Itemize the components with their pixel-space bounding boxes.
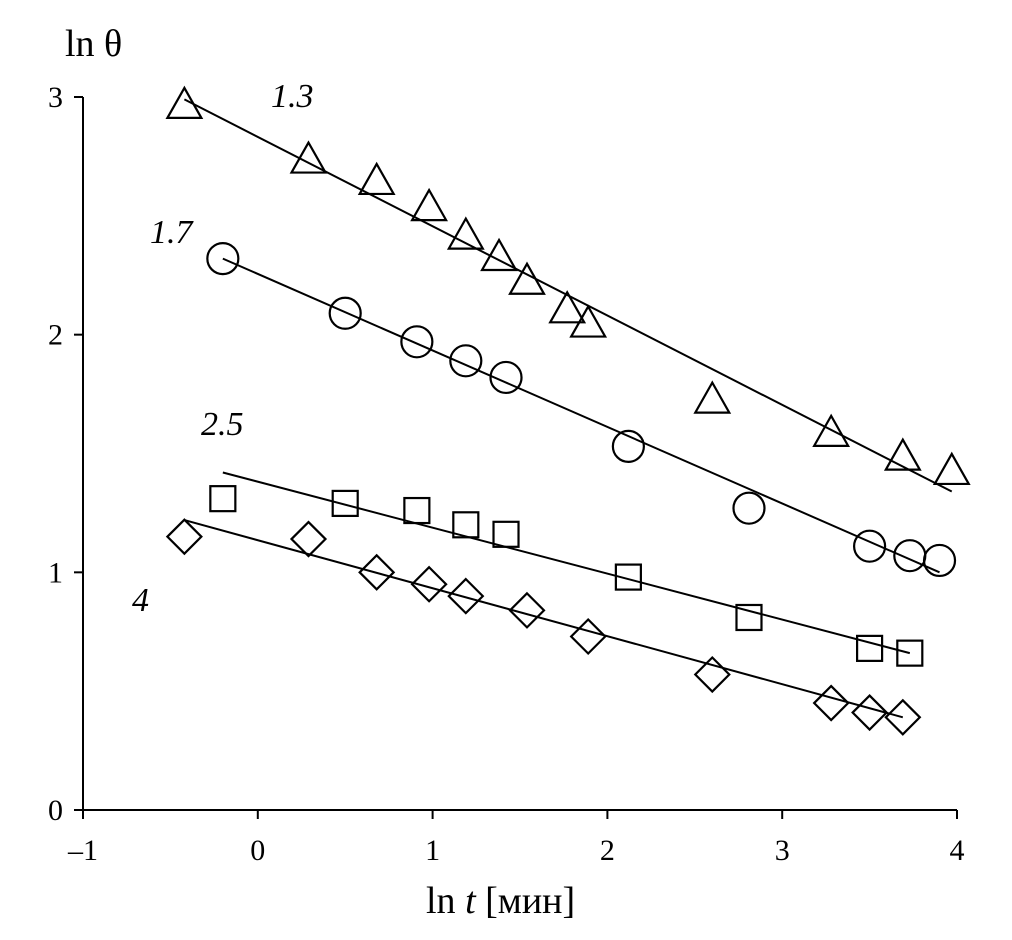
diamond-marker bbox=[410, 565, 448, 603]
x-tick-label: 1 bbox=[425, 834, 440, 867]
circle-marker bbox=[922, 543, 957, 578]
y-axis-title: ln θ bbox=[65, 23, 122, 65]
y-tick-label: 0 bbox=[48, 794, 63, 827]
circle-marker bbox=[732, 491, 766, 525]
circle-marker bbox=[400, 325, 434, 359]
y-tick-label: 2 bbox=[48, 319, 63, 352]
diamond-marker bbox=[508, 591, 546, 629]
circle-marker bbox=[206, 242, 240, 276]
diamond-marker bbox=[289, 520, 328, 558]
triangle-marker bbox=[883, 437, 922, 471]
triangle-marker bbox=[508, 261, 546, 295]
series-label: 1.7 bbox=[150, 214, 195, 251]
square-marker bbox=[855, 634, 884, 662]
diamond-marker bbox=[569, 617, 607, 656]
x-axis-title: ln t [мин] bbox=[426, 880, 575, 922]
triangle-marker bbox=[812, 413, 851, 447]
triangle-marker bbox=[357, 161, 396, 196]
triangle-marker bbox=[410, 187, 448, 222]
square-marker bbox=[452, 511, 480, 539]
fit-line bbox=[184, 519, 904, 719]
circle-marker bbox=[893, 539, 927, 573]
x-tick-label: 2 bbox=[600, 834, 615, 867]
series-label: 1.3 bbox=[271, 78, 314, 115]
x-tick-label: –1 bbox=[67, 834, 98, 867]
triangle-marker bbox=[548, 290, 587, 324]
x-tick-label: 3 bbox=[775, 834, 790, 867]
triangle-marker bbox=[569, 304, 608, 338]
x-axis-title-prefix: ln bbox=[426, 880, 465, 922]
triangle-marker bbox=[165, 85, 204, 120]
y-tick-label: 3 bbox=[48, 81, 63, 114]
series-label: 4 bbox=[132, 582, 149, 619]
diamond-marker bbox=[358, 553, 396, 591]
y-tick-label: 1 bbox=[48, 556, 63, 589]
square-marker bbox=[896, 639, 924, 667]
diamond-marker bbox=[851, 694, 889, 732]
square-marker bbox=[331, 489, 359, 518]
markers bbox=[165, 85, 971, 736]
series-label: 2.5 bbox=[201, 406, 244, 443]
diamond-marker bbox=[884, 698, 922, 736]
square-marker bbox=[403, 496, 431, 525]
circle-marker bbox=[328, 296, 362, 330]
square-marker bbox=[735, 603, 763, 632]
circle-marker bbox=[489, 360, 523, 395]
triangle-marker bbox=[480, 237, 518, 272]
circle-marker bbox=[852, 529, 887, 563]
x-axis-title-suffix: [мин] bbox=[476, 880, 576, 922]
series-labels: 1.3 1.7 2.5 4 bbox=[132, 78, 314, 619]
circle-marker bbox=[611, 429, 645, 463]
circle-marker bbox=[449, 344, 483, 378]
triangle-marker bbox=[693, 380, 732, 414]
triangle-marker bbox=[446, 216, 485, 250]
diamond-marker bbox=[447, 577, 485, 615]
x-axis-title-var: t bbox=[465, 880, 477, 922]
diamond-marker bbox=[693, 655, 731, 694]
fit-line bbox=[222, 257, 940, 574]
square-marker bbox=[209, 485, 237, 513]
fit-lines bbox=[183, 98, 953, 719]
fit-line bbox=[222, 471, 911, 655]
x-tick-label: 4 bbox=[950, 834, 965, 867]
triangle-marker bbox=[932, 451, 971, 486]
x-tick-label: 0 bbox=[250, 834, 265, 867]
square-marker bbox=[614, 563, 642, 591]
diamond-marker bbox=[165, 518, 203, 556]
square-marker bbox=[492, 520, 520, 548]
triangle-marker bbox=[289, 140, 328, 174]
diamond-marker bbox=[812, 684, 850, 722]
